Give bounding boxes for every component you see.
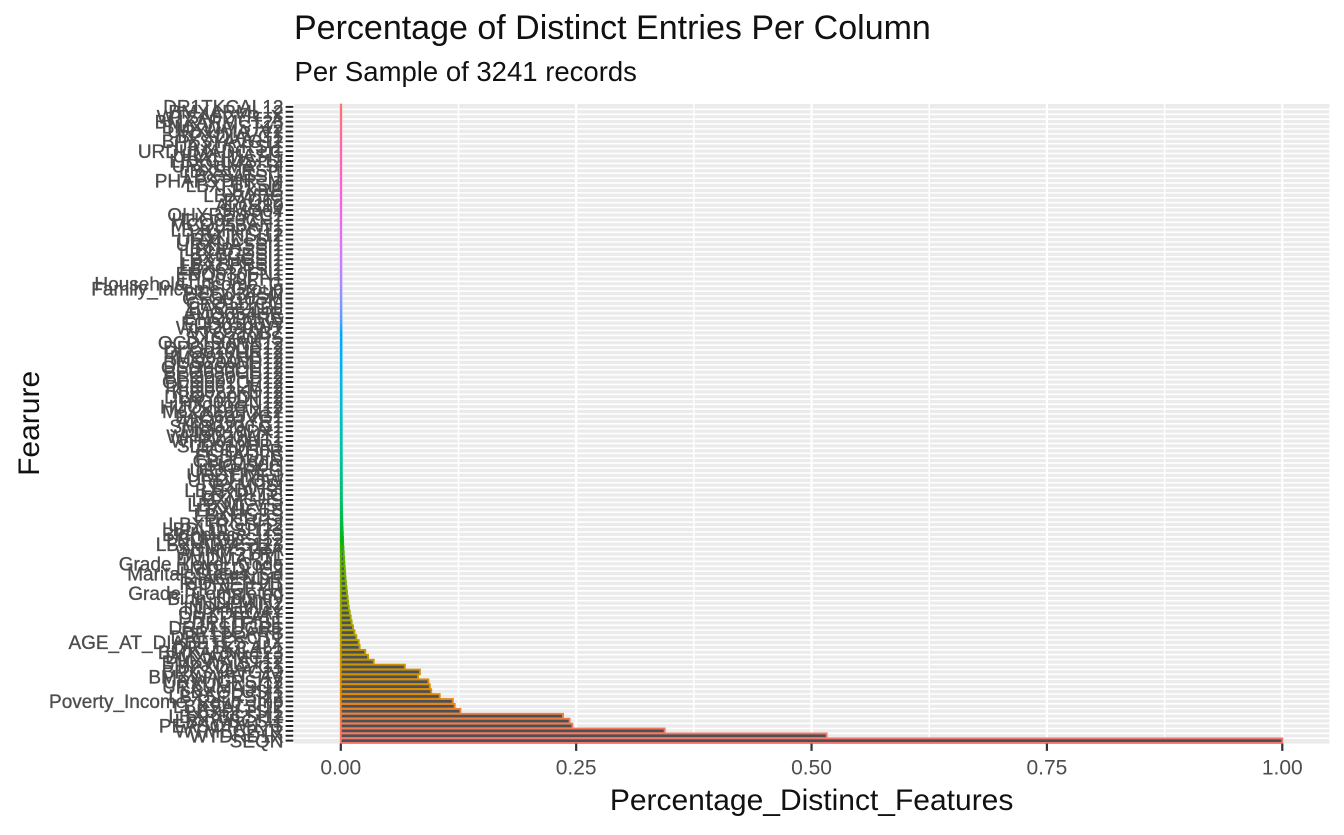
svg-text:0.75: 0.75: [1026, 757, 1067, 780]
svg-text:Fearure: Fearure: [13, 371, 46, 476]
svg-text:Per Sample of 3241 records: Per Sample of 3241 records: [295, 56, 637, 87]
svg-text:0.50: 0.50: [791, 757, 832, 780]
svg-text:0.25: 0.25: [556, 757, 597, 780]
svg-text:Percentage of Distinct Entries: Percentage of Distinct Entries Per Colum…: [294, 9, 931, 47]
svg-text:Percentage_Distinct_Features: Percentage_Distinct_Features: [610, 784, 1014, 817]
svg-text:SEQN: SEQN: [230, 731, 284, 752]
svg-text:1.00: 1.00: [1262, 757, 1303, 780]
svg-text:0.00: 0.00: [320, 757, 361, 780]
